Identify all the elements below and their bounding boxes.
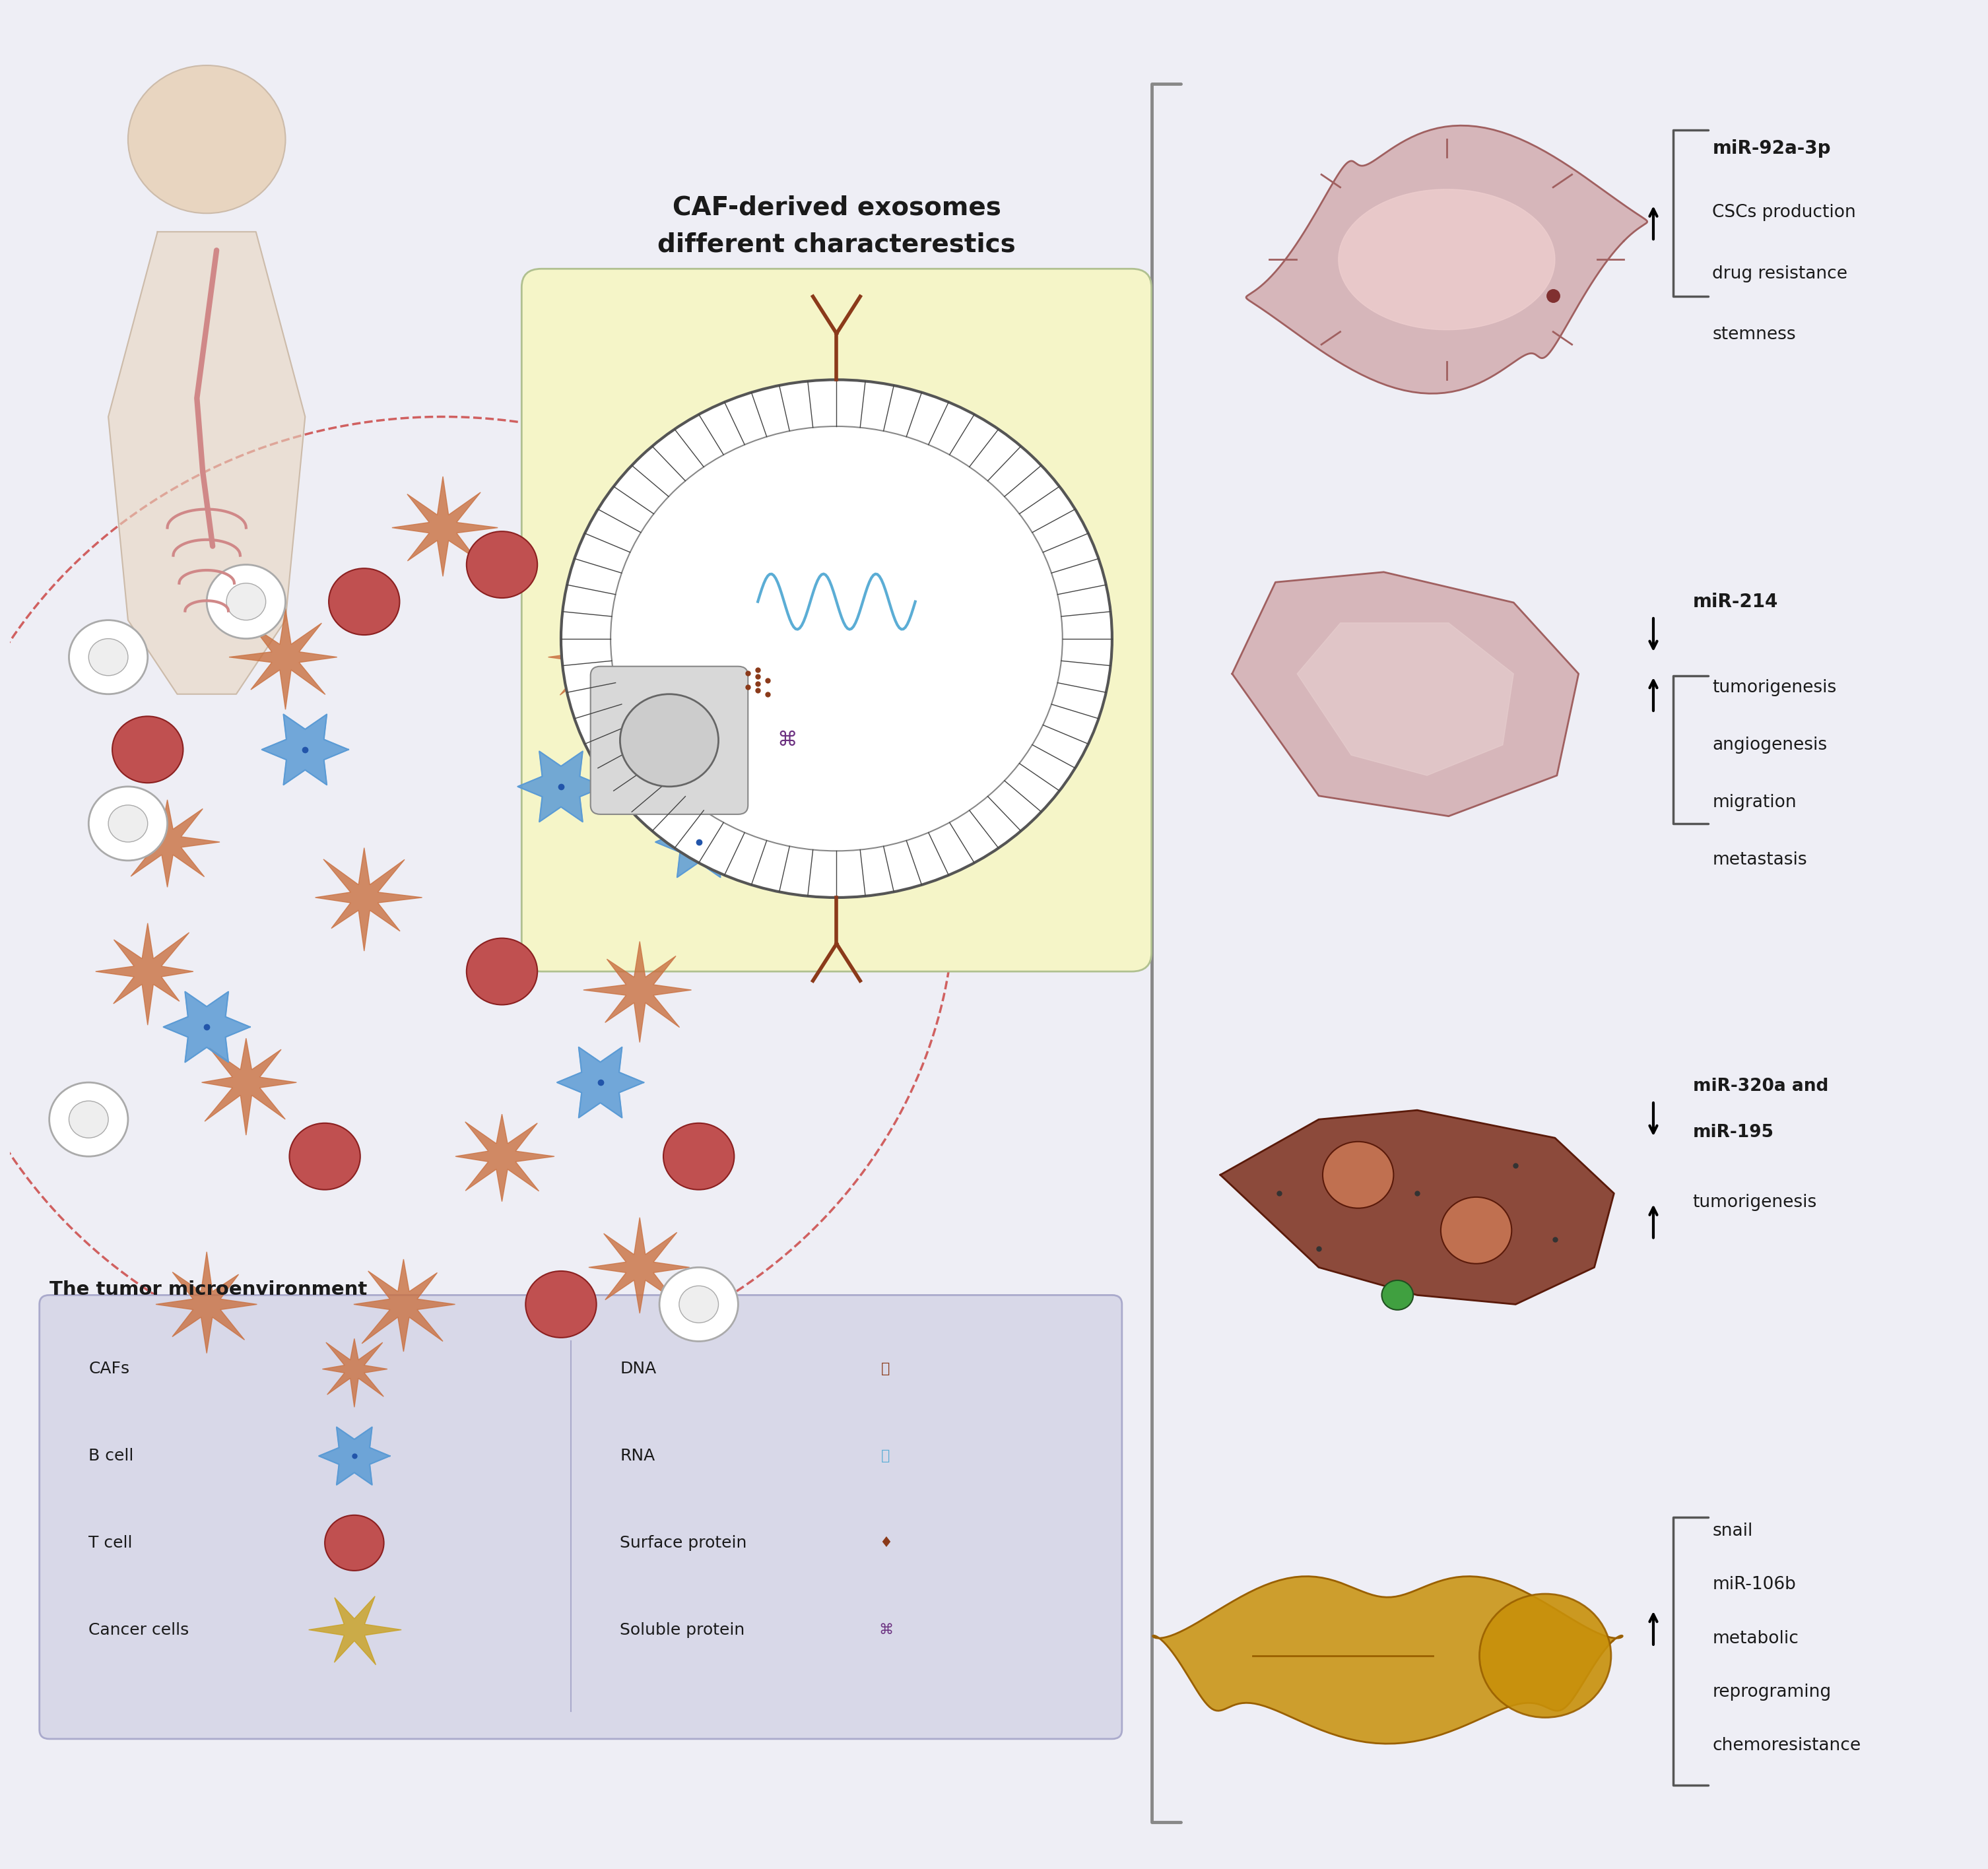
Circle shape bbox=[610, 426, 1062, 850]
Circle shape bbox=[664, 1123, 734, 1191]
FancyBboxPatch shape bbox=[590, 667, 747, 815]
Polygon shape bbox=[201, 1039, 296, 1134]
Circle shape bbox=[525, 1271, 596, 1338]
Circle shape bbox=[620, 527, 698, 602]
Circle shape bbox=[324, 1516, 384, 1570]
Circle shape bbox=[70, 621, 147, 693]
Polygon shape bbox=[1221, 1110, 1614, 1305]
Text: drug resistance: drug resistance bbox=[1712, 265, 1847, 282]
Polygon shape bbox=[1296, 622, 1513, 776]
Circle shape bbox=[620, 693, 718, 787]
Polygon shape bbox=[354, 1260, 455, 1351]
Text: CAFs: CAFs bbox=[89, 1361, 129, 1377]
Circle shape bbox=[1322, 1142, 1394, 1207]
Circle shape bbox=[1382, 1280, 1413, 1310]
Circle shape bbox=[1479, 1594, 1610, 1718]
Circle shape bbox=[1441, 1196, 1511, 1263]
Polygon shape bbox=[517, 751, 604, 822]
Circle shape bbox=[290, 1123, 360, 1191]
Text: ⌒: ⌒ bbox=[881, 1363, 891, 1376]
Text: ⌘: ⌘ bbox=[879, 1622, 893, 1637]
Text: snail: snail bbox=[1712, 1523, 1753, 1540]
Text: ⌘: ⌘ bbox=[777, 731, 797, 749]
Text: migration: migration bbox=[1712, 794, 1797, 811]
Circle shape bbox=[127, 65, 286, 213]
Text: metastasis: metastasis bbox=[1712, 850, 1807, 869]
FancyBboxPatch shape bbox=[521, 269, 1151, 972]
Text: Cancer cells: Cancer cells bbox=[89, 1622, 189, 1637]
Polygon shape bbox=[262, 714, 348, 785]
Polygon shape bbox=[392, 477, 497, 576]
Polygon shape bbox=[557, 1047, 644, 1118]
Polygon shape bbox=[318, 1428, 390, 1484]
Circle shape bbox=[111, 716, 183, 783]
Text: miR-214: miR-214 bbox=[1692, 592, 1777, 611]
Text: The tumor microenvironment: The tumor microenvironment bbox=[50, 1280, 368, 1299]
FancyBboxPatch shape bbox=[40, 1295, 1121, 1738]
Text: T cell: T cell bbox=[89, 1534, 133, 1551]
Polygon shape bbox=[1338, 189, 1555, 329]
Text: metabolic: metabolic bbox=[1712, 1630, 1799, 1647]
Polygon shape bbox=[588, 1217, 690, 1314]
Text: CSCs production: CSCs production bbox=[1712, 204, 1857, 221]
Polygon shape bbox=[316, 849, 421, 951]
Text: chemoresistance: chemoresistance bbox=[1712, 1736, 1861, 1755]
Circle shape bbox=[107, 806, 147, 843]
Polygon shape bbox=[155, 1252, 256, 1353]
Polygon shape bbox=[582, 942, 692, 1043]
Polygon shape bbox=[308, 1596, 402, 1665]
Polygon shape bbox=[121, 800, 221, 888]
Circle shape bbox=[664, 716, 734, 783]
Polygon shape bbox=[549, 604, 648, 708]
Circle shape bbox=[89, 787, 167, 860]
Text: DNA: DNA bbox=[620, 1361, 656, 1377]
Text: RNA: RNA bbox=[620, 1448, 656, 1463]
Text: miR-195: miR-195 bbox=[1692, 1123, 1773, 1140]
Polygon shape bbox=[455, 1114, 555, 1202]
Circle shape bbox=[50, 1082, 127, 1157]
Circle shape bbox=[561, 379, 1111, 897]
Circle shape bbox=[467, 531, 537, 598]
Circle shape bbox=[660, 1267, 738, 1342]
Polygon shape bbox=[1153, 1576, 1622, 1744]
Text: angiogenesis: angiogenesis bbox=[1712, 736, 1827, 753]
Circle shape bbox=[640, 546, 680, 583]
Circle shape bbox=[89, 639, 127, 675]
Circle shape bbox=[467, 938, 537, 1006]
Text: miR-320a and: miR-320a and bbox=[1692, 1078, 1829, 1095]
Text: Soluble protein: Soluble protein bbox=[620, 1622, 746, 1637]
Polygon shape bbox=[107, 232, 304, 693]
Circle shape bbox=[70, 1101, 107, 1138]
Circle shape bbox=[207, 564, 286, 639]
Text: Surface protein: Surface protein bbox=[620, 1534, 747, 1551]
Polygon shape bbox=[163, 992, 250, 1062]
Text: reprograming: reprograming bbox=[1712, 1684, 1831, 1701]
Text: CAF-derived exosomes
different characterestics
in different cancers: CAF-derived exosomes different character… bbox=[658, 194, 1016, 293]
Polygon shape bbox=[1246, 125, 1648, 394]
Polygon shape bbox=[656, 807, 742, 877]
Polygon shape bbox=[95, 923, 193, 1024]
Polygon shape bbox=[1233, 572, 1578, 817]
Polygon shape bbox=[322, 1338, 388, 1407]
Circle shape bbox=[680, 1286, 718, 1323]
Text: miR-106b: miR-106b bbox=[1712, 1576, 1795, 1594]
Text: ♦: ♦ bbox=[879, 1536, 893, 1549]
Text: B cell: B cell bbox=[89, 1448, 133, 1463]
Circle shape bbox=[328, 568, 400, 635]
Text: tumorigenesis: tumorigenesis bbox=[1692, 1194, 1817, 1211]
Text: stemness: stemness bbox=[1712, 325, 1795, 344]
Circle shape bbox=[227, 583, 266, 621]
Text: miR-92a-3p: miR-92a-3p bbox=[1712, 140, 1831, 157]
Polygon shape bbox=[229, 609, 338, 710]
Text: tumorigenesis: tumorigenesis bbox=[1712, 678, 1837, 697]
Text: 〜: 〜 bbox=[881, 1448, 891, 1463]
